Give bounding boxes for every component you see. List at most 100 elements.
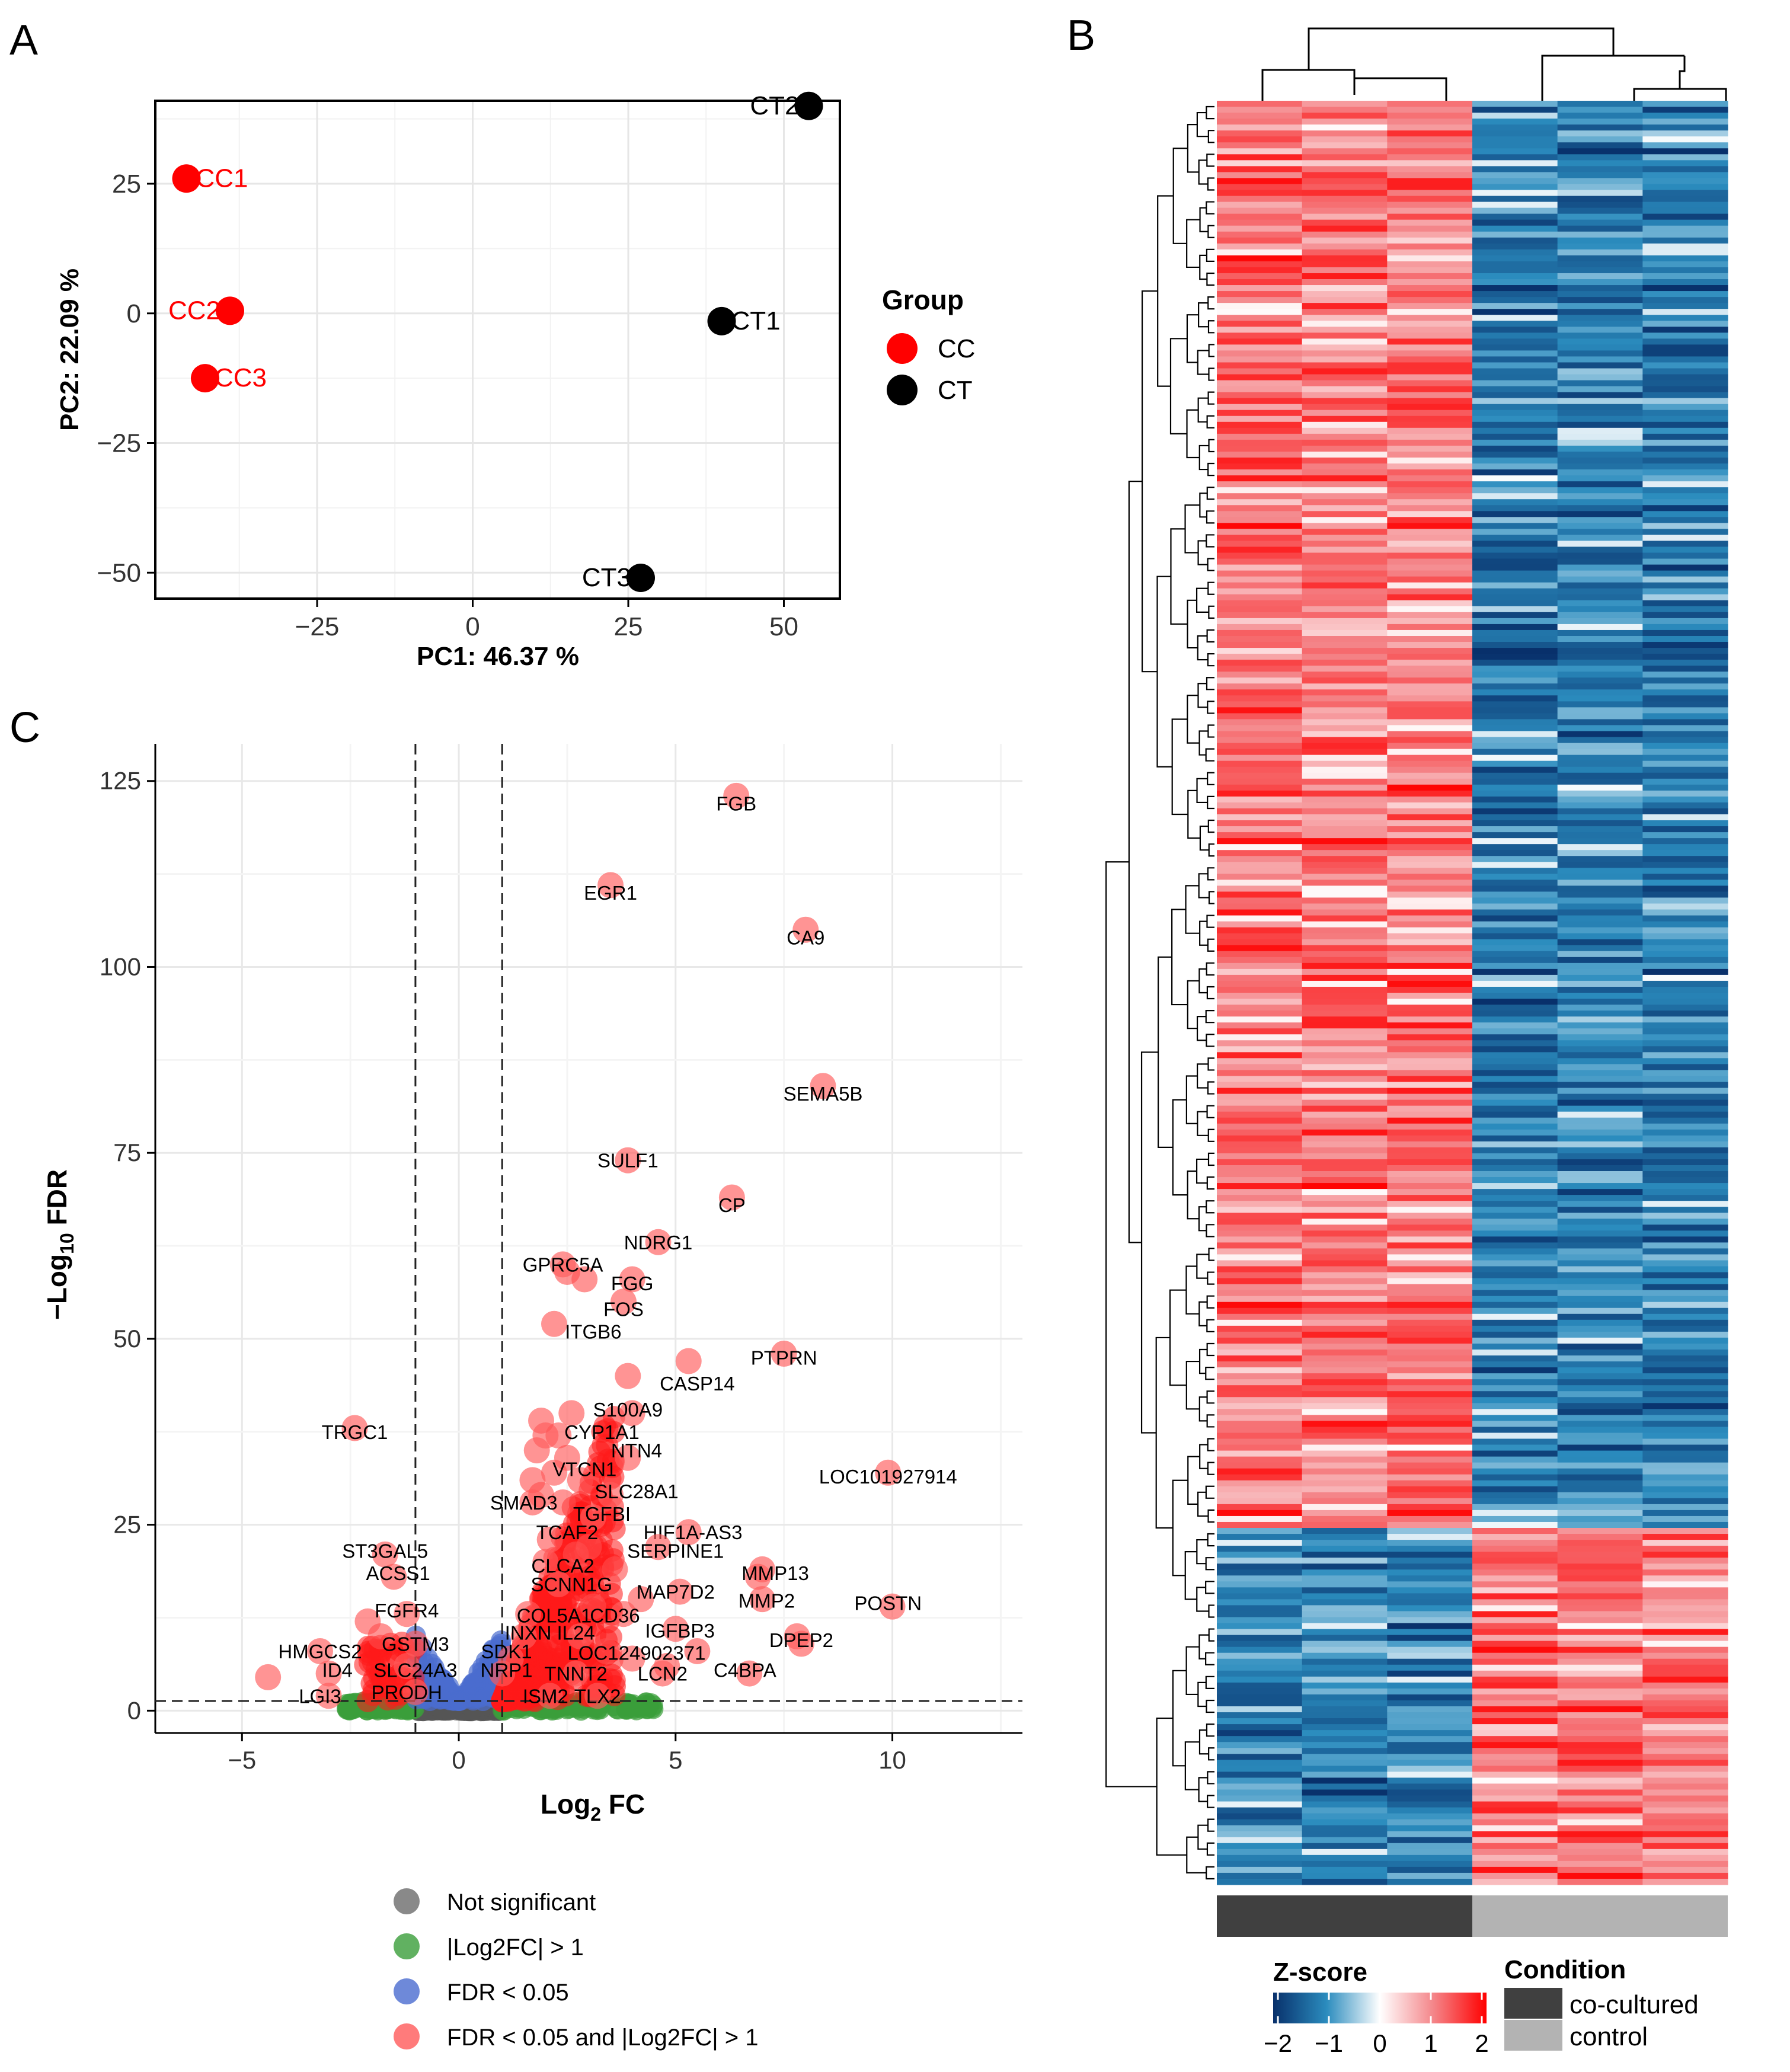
- row-dendrogram-branch: [1206, 510, 1214, 524]
- heatmap-cell: [1302, 439, 1388, 446]
- heatmap-cell: [1217, 119, 1303, 125]
- heatmap-cell: [1302, 1028, 1388, 1035]
- heatmap-cell: [1217, 844, 1303, 850]
- heatmap-cell: [1387, 1171, 1473, 1178]
- heatmap-cell: [1557, 101, 1643, 107]
- heatmap-cell: [1472, 1379, 1558, 1386]
- heatmap-cell: [1217, 1510, 1303, 1517]
- heatmap-cell: [1387, 154, 1473, 161]
- volcano-point-cyp1a1: [532, 1422, 559, 1449]
- heatmap-cell: [1472, 1629, 1558, 1636]
- heatmap-cell: [1302, 154, 1388, 161]
- heatmap-cell: [1642, 136, 1728, 143]
- heatmap-cell: [1557, 766, 1643, 773]
- heatmap-cell: [1642, 1492, 1728, 1499]
- heatmap-cell: [1642, 458, 1728, 464]
- heatmap-cell: [1387, 1153, 1473, 1160]
- volcano-gene-label: FGFR4: [375, 1600, 439, 1622]
- heatmap-cell: [1217, 541, 1303, 547]
- heatmap-cell: [1642, 1242, 1728, 1249]
- heatmap-cell: [1302, 743, 1388, 750]
- heatmap-cell: [1557, 273, 1643, 280]
- pca-legend-cc-swatch: [887, 333, 918, 364]
- heatmap-cell: [1642, 1313, 1728, 1320]
- heatmap-cell: [1642, 1005, 1728, 1011]
- volcano-point-hif1a-as3: [675, 1519, 702, 1546]
- volcano-point-tnnt2: [562, 1660, 589, 1687]
- heatmap-cell: [1302, 1825, 1388, 1832]
- heatmap-cell: [1217, 1219, 1303, 1225]
- heatmap-cell: [1557, 1290, 1643, 1297]
- volcano-point-s100a9: [619, 1400, 645, 1427]
- heatmap-cell: [1302, 285, 1388, 292]
- heatmap-cell: [1387, 897, 1473, 904]
- row-dendrogram-branch: [1207, 581, 1214, 595]
- zscore-tick-label: 2: [1475, 2029, 1488, 2057]
- heatmap-cell: [1302, 517, 1388, 523]
- heatmap-cell: [1387, 1236, 1473, 1243]
- heatmap-cell: [1217, 1766, 1303, 1772]
- heatmap-cell: [1557, 1005, 1643, 1011]
- heatmap-cell: [1302, 707, 1388, 714]
- pca-point-ct2: [794, 91, 823, 120]
- heatmap-cell: [1302, 350, 1388, 357]
- heatmap-cell: [1302, 963, 1388, 970]
- heatmap-cell: [1302, 1070, 1388, 1076]
- heatmap-cell: [1642, 737, 1728, 744]
- heatmap-cell: [1387, 1854, 1473, 1862]
- heatmap-cell: [1302, 672, 1388, 678]
- heatmap-cell: [1302, 1201, 1388, 1207]
- heatmap-cell: [1472, 1266, 1558, 1273]
- heatmap-cell: [1387, 707, 1473, 714]
- heatmap-cell: [1642, 1843, 1728, 1850]
- volcano-y-axis-label-sub: 10: [56, 1233, 78, 1254]
- heatmap-cell: [1557, 1052, 1643, 1059]
- heatmap-cell: [1217, 261, 1303, 268]
- heatmap-cell: [1472, 231, 1558, 238]
- heatmap-cell: [1387, 529, 1473, 535]
- heatmap-cell: [1217, 1718, 1303, 1725]
- heatmap-cell: [1472, 1307, 1558, 1315]
- heatmap-cell: [1557, 136, 1643, 143]
- heatmap-cell: [1472, 499, 1558, 506]
- heatmap-cell: [1302, 1474, 1388, 1481]
- volcano-gene-label: LCN2: [638, 1663, 688, 1685]
- volcano-point-fdr: [463, 1673, 484, 1693]
- heatmap-cell: [1472, 1022, 1558, 1029]
- pca-point-ct1: [707, 306, 736, 335]
- heatmap-cell: [1557, 754, 1643, 762]
- heatmap-cell: [1387, 778, 1473, 785]
- heatmap-cell: [1472, 362, 1558, 369]
- heatmap-cell: [1557, 1433, 1643, 1439]
- heatmap-cell: [1387, 421, 1473, 429]
- heatmap-cell: [1387, 113, 1473, 119]
- heatmap-cell: [1472, 1581, 1558, 1588]
- heatmap-cell: [1217, 600, 1303, 607]
- heatmap-cell: [1302, 1854, 1388, 1862]
- heatmap-cell: [1472, 154, 1558, 161]
- row-dendrogram-branch: [1206, 1342, 1214, 1357]
- heatmap-cell: [1557, 1248, 1643, 1255]
- heatmap-cell: [1472, 766, 1558, 773]
- heatmap-cell: [1302, 1415, 1388, 1421]
- heatmap-cell: [1642, 1849, 1728, 1856]
- heatmap-cell: [1387, 1629, 1473, 1636]
- heatmap-cell: [1642, 654, 1728, 660]
- heatmap-cell: [1472, 398, 1558, 405]
- row-dendrogram-branch: [1196, 587, 1209, 613]
- row-dendrogram-branch: [1206, 105, 1214, 120]
- heatmap-cell: [1557, 1266, 1643, 1273]
- heatmap-cell: [1472, 1421, 1558, 1427]
- heatmap-cell: [1302, 808, 1388, 815]
- heatmap-cell: [1217, 243, 1303, 250]
- volcano-gene-label: TRGC1: [322, 1421, 388, 1443]
- volcano-point-sig: [549, 1591, 573, 1614]
- heatmap-cell: [1557, 546, 1643, 554]
- heatmap-cell: [1472, 1427, 1558, 1433]
- heatmap-cell: [1302, 606, 1388, 613]
- row-dendrogram-branch: [1196, 111, 1209, 138]
- heatmap-cell: [1217, 766, 1303, 773]
- heatmap-cell: [1302, 1296, 1388, 1303]
- heatmap-cell: [1472, 1587, 1558, 1594]
